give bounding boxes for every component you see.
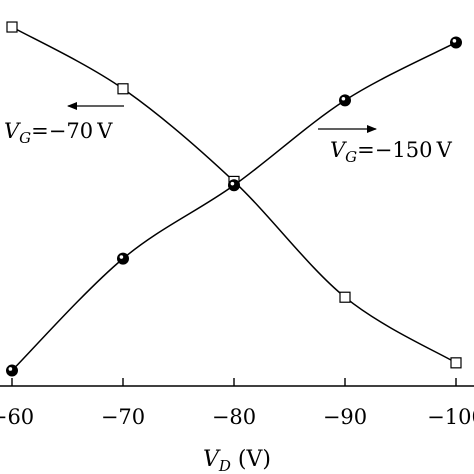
circle-point — [339, 94, 351, 107]
square-point — [339, 291, 351, 303]
circle-point — [450, 36, 462, 49]
circle-point — [117, 252, 129, 265]
markers — [6, 21, 462, 377]
x-tick-label: −70 — [101, 405, 145, 429]
circle-point — [6, 364, 18, 377]
x-ticks: −60 −70 −80 −90 −100 — [0, 378, 474, 429]
annotation-label: VG=−70 V — [4, 119, 113, 147]
x-tick-label: −100 — [427, 405, 474, 429]
annotations: VG=−70 V VG=−150 V — [4, 102, 453, 166]
x-axis-subscript: D — [218, 457, 231, 474]
x-axis-symbol: V — [203, 447, 221, 472]
series-1-line — [11, 41, 457, 372]
circle-point — [228, 179, 240, 192]
x-tick-label: −90 — [323, 405, 367, 429]
series-0-line — [11, 26, 457, 364]
x-axis-unit: (V) — [231, 447, 271, 472]
curves — [11, 26, 457, 372]
square-point — [6, 21, 18, 33]
annotation-label: VG=−150 V — [330, 138, 453, 166]
x-tick-label: −60 — [0, 405, 34, 429]
x-tick-label: −80 — [212, 405, 256, 429]
square-point — [450, 357, 462, 369]
x-axis-title: VD (V) — [203, 447, 271, 474]
square-point — [117, 83, 129, 95]
